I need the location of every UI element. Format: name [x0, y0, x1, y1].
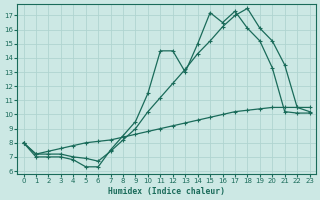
X-axis label: Humidex (Indice chaleur): Humidex (Indice chaleur)	[108, 187, 225, 196]
